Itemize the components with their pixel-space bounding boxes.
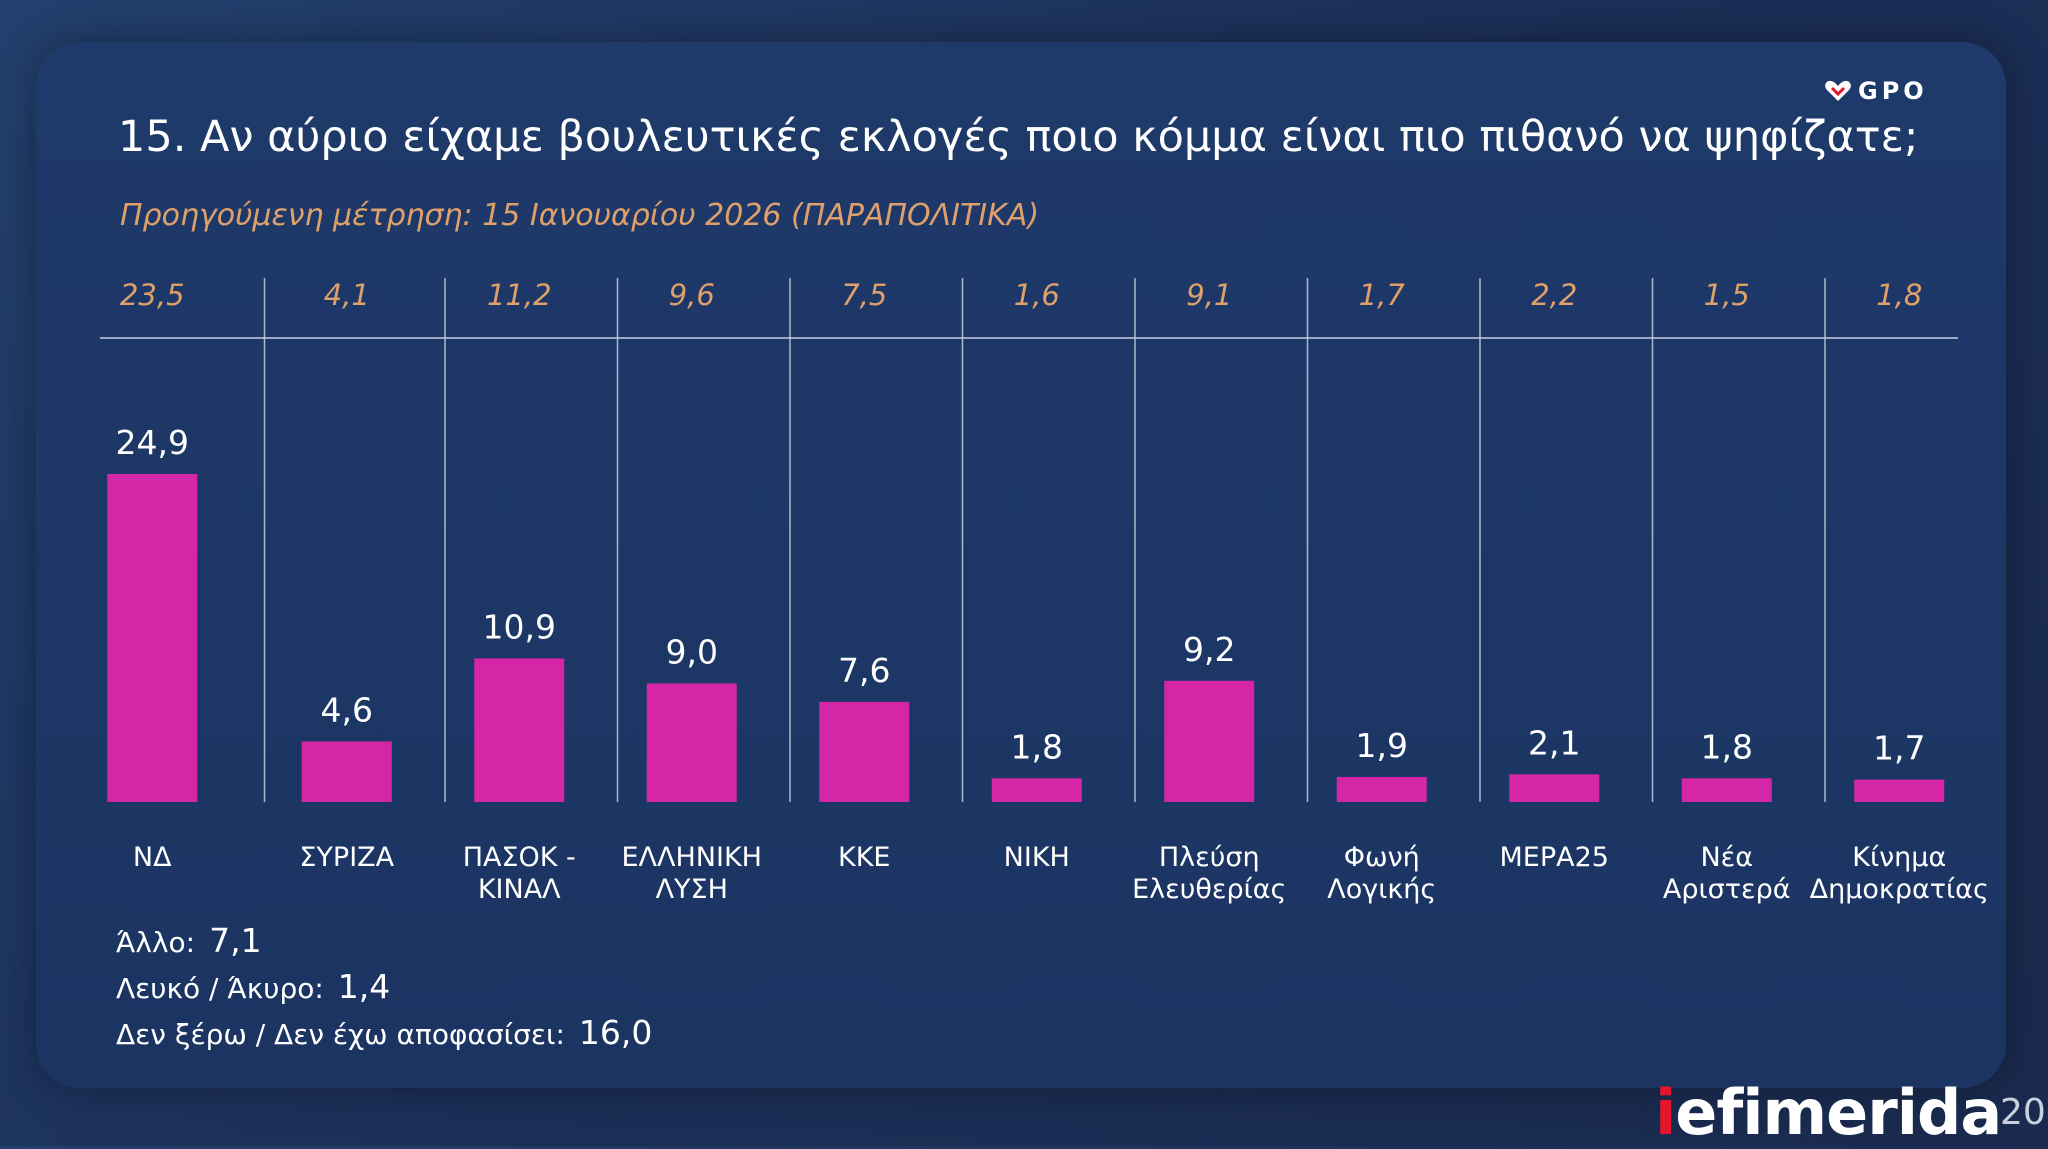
previous-value-label: 23,5 (120, 278, 185, 312)
undecided-row: Δεν ξέρω / Δεν έχω αποφασίσει: 16,0 (116, 1010, 652, 1056)
category-label: ΚΚΕ (838, 842, 890, 873)
category-label: ΚΙΝΑΛ (478, 874, 561, 905)
chart-title: 15. Αν αύριο είχαμε βουλευτικές εκλογές … (118, 112, 1919, 162)
other-row: Άλλο: 7,1 (116, 918, 652, 964)
category-label: ΠΑΣΟΚ - (463, 842, 576, 873)
category-label: ΝΔ (133, 842, 172, 873)
bar-value-label: 1,8 (1701, 727, 1753, 766)
bar-value-label: 24,9 (116, 423, 189, 462)
page-number: 20 (2000, 1092, 2046, 1133)
category-label: Αριστερά (1663, 874, 1791, 905)
category-label: Πλεύση (1159, 842, 1260, 873)
category-label: ΝΙΚΗ (1004, 842, 1070, 873)
bar (301, 741, 392, 802)
bar (1681, 778, 1772, 802)
bar-value-label: 4,6 (321, 690, 373, 729)
category-label: Λογικής (1327, 874, 1436, 905)
bar-value-label: 10,9 (483, 607, 556, 646)
bar (1336, 776, 1427, 802)
bar-value-label: 7,6 (838, 651, 890, 690)
iefimerida-logo: iefimerida (1655, 1080, 2002, 1146)
bar-value-label: 1,8 (1011, 727, 1063, 766)
previous-value-label: 1,6 (1014, 278, 1060, 312)
logo-rest: efimerida (1675, 1076, 2002, 1149)
blank-invalid-label: Λευκό / Άκυρο: (116, 972, 324, 1005)
undecided-label: Δεν ξέρω / Δεν έχω αποφασίσει: (116, 1018, 565, 1051)
bar (1509, 774, 1600, 802)
previous-value-label: 11,2 (487, 278, 552, 312)
category-label: Φωνή (1344, 842, 1420, 873)
logo-i: i (1655, 1076, 1676, 1149)
previous-value-label: 9,1 (1186, 278, 1232, 312)
logo-text: GPO (1858, 77, 1928, 105)
gpo-logo: GPO (1824, 78, 1970, 104)
previous-value-label: 4,1 (324, 278, 370, 312)
category-label: ΛΥΣΗ (656, 874, 728, 905)
other-answers: Άλλο: 7,1 Λευκό / Άκυρο: 1,4 Δεν ξέρω / Δε… (116, 918, 652, 1056)
bar-value-label: 9,0 (666, 632, 718, 671)
previous-value-label: 1,7 (1359, 278, 1406, 312)
chart-card (36, 42, 2006, 1088)
other-label: Άλλο: (116, 926, 196, 959)
previous-value-label: 1,8 (1876, 278, 1922, 312)
blank-invalid-value: 1,4 (337, 967, 391, 1006)
bar (646, 683, 737, 802)
category-label: ΕΛΛΗΝΙΚΗ (622, 842, 762, 873)
category-label: Δημοκρατίας (1810, 874, 1989, 905)
undecided-value: 16,0 (578, 1013, 653, 1052)
heart-icon (1825, 80, 1851, 101)
bar-value-label: 1,9 (1356, 726, 1408, 765)
blank-invalid-row: Λευκό / Άκυρο: 1,4 (116, 964, 652, 1010)
category-label: Νέα (1700, 842, 1753, 873)
bar (474, 658, 565, 802)
bar-value-label: 2,1 (1528, 723, 1580, 762)
bar (107, 474, 198, 802)
chart-subtitle: Προηγούμενη μέτρηση: 15 Ιανουαρίου 2026 … (120, 198, 1040, 233)
bar (991, 778, 1082, 802)
previous-value-label: 1,5 (1704, 278, 1750, 312)
category-label: ΜΕΡΑ25 (1500, 842, 1609, 873)
bar (819, 701, 910, 802)
category-label: Ελευθερίας (1132, 874, 1286, 905)
bar-value-label: 1,7 (1873, 729, 1925, 768)
category-label: ΣΥΡΙΖΑ (299, 842, 394, 873)
previous-value-label: 7,5 (841, 278, 887, 312)
bar (1854, 779, 1945, 802)
previous-value-label: 2,2 (1531, 278, 1577, 312)
category-label: Κίνημα (1852, 842, 1946, 873)
other-value: 7,1 (209, 921, 262, 960)
bar (1164, 680, 1255, 802)
previous-value-label: 9,6 (669, 278, 715, 312)
bar-value-label: 9,2 (1183, 630, 1235, 669)
